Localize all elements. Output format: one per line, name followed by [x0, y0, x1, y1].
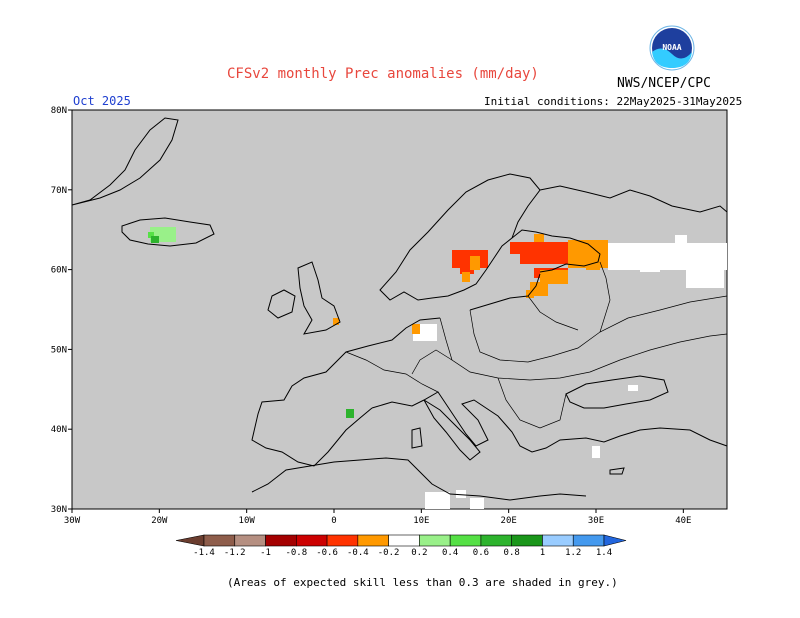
- skill-footnote: (Areas of expected skill less than 0.3 a…: [227, 576, 618, 589]
- lon-label: 20E: [501, 516, 517, 526]
- lat-label: 80N: [51, 106, 67, 116]
- lon-label: 0: [331, 516, 336, 526]
- colorbar-segment: [511, 534, 543, 547]
- forecast-month: Oct 2025: [73, 94, 131, 108]
- colorbar-label: -1.2: [224, 548, 246, 558]
- lon-label: 30E: [588, 516, 604, 526]
- lon-label: 40E: [675, 516, 691, 526]
- colorbar-segment: [449, 534, 482, 547]
- colorbar-high-arrow: [603, 534, 627, 547]
- lon-label: 30W: [64, 516, 81, 526]
- colorbar-segment: [572, 534, 605, 547]
- map-content: [71, 117, 728, 509]
- lat-label: 30N: [51, 505, 67, 515]
- colorbar-label: 0.8: [504, 548, 520, 558]
- colorbar-label: 1.2: [565, 548, 581, 558]
- white-patches: [413, 235, 727, 509]
- colorbar-segment: [296, 534, 328, 547]
- colorbar-label: 0.4: [442, 548, 458, 558]
- country-borders: [345, 261, 728, 429]
- lat-label: 40N: [51, 425, 67, 435]
- colorbar-label: -0.2: [378, 548, 400, 558]
- coastlines: [71, 117, 728, 501]
- colorbar: -1.4 -1.2 -1 -0.8 -0.6 -0.4 -0.2 0.2 0.4 0.6 0.8 1 1…: [175, 534, 627, 558]
- lon-label: 20W: [151, 516, 168, 526]
- colorbar-segment: [419, 534, 451, 547]
- colorbar-segment: [480, 534, 512, 547]
- colorbar-label: 1: [540, 548, 545, 558]
- colorbar-low-arrow: [175, 534, 205, 547]
- colorbar-label: -0.4: [347, 548, 369, 558]
- anomaly-spain-positive: [346, 409, 354, 418]
- noaa-logo-icon: NOAA: [649, 25, 695, 71]
- anomaly-britain-negative: [333, 318, 339, 325]
- logo-text: NOAA: [662, 43, 681, 52]
- org-label: NWS/NCEP/CPC: [617, 76, 711, 91]
- colorbar-segment: [326, 534, 359, 547]
- map-background: [71, 109, 728, 510]
- lat-label: 50N: [51, 345, 67, 355]
- colorbar-segment: [542, 534, 574, 547]
- colorbar-label: -0.8: [285, 548, 307, 558]
- colorbar-segment: [234, 534, 266, 547]
- lon-label: 10E: [413, 516, 429, 526]
- lat-label: 70N: [51, 186, 67, 196]
- colorbar-label: 0.6: [473, 548, 489, 558]
- colorbar-segment: [388, 534, 420, 547]
- anomaly-sweden-negative: [452, 250, 488, 282]
- colorbar-label: -1.4: [193, 548, 215, 558]
- colorbar-segment: [265, 534, 297, 547]
- colorbar-segment: [203, 534, 236, 547]
- initial-conditions: Initial conditions: 22May2025-31May2025: [484, 95, 743, 108]
- colorbar-label: 1.4: [596, 548, 612, 558]
- colorbar-label: -1: [260, 548, 271, 558]
- map-axes: 30W 20W 10W 0 10E 20E 30E 40E 30N 40N 50N 60N 70N 80N: [51, 106, 692, 526]
- chart-title: CFSv2 monthly Prec anomalies (mm/day): [227, 66, 539, 82]
- lat-label: 60N: [51, 266, 67, 276]
- colorbar-label: -0.6: [316, 548, 338, 558]
- anomaly-netherlands-negative: [412, 324, 420, 334]
- anomaly-finland-negative: [510, 234, 608, 298]
- colorbar-label: 0.2: [411, 548, 427, 558]
- lon-label: 10W: [239, 516, 256, 526]
- anomaly-iceland-positive: [148, 227, 176, 243]
- colorbar-segment: [357, 534, 389, 547]
